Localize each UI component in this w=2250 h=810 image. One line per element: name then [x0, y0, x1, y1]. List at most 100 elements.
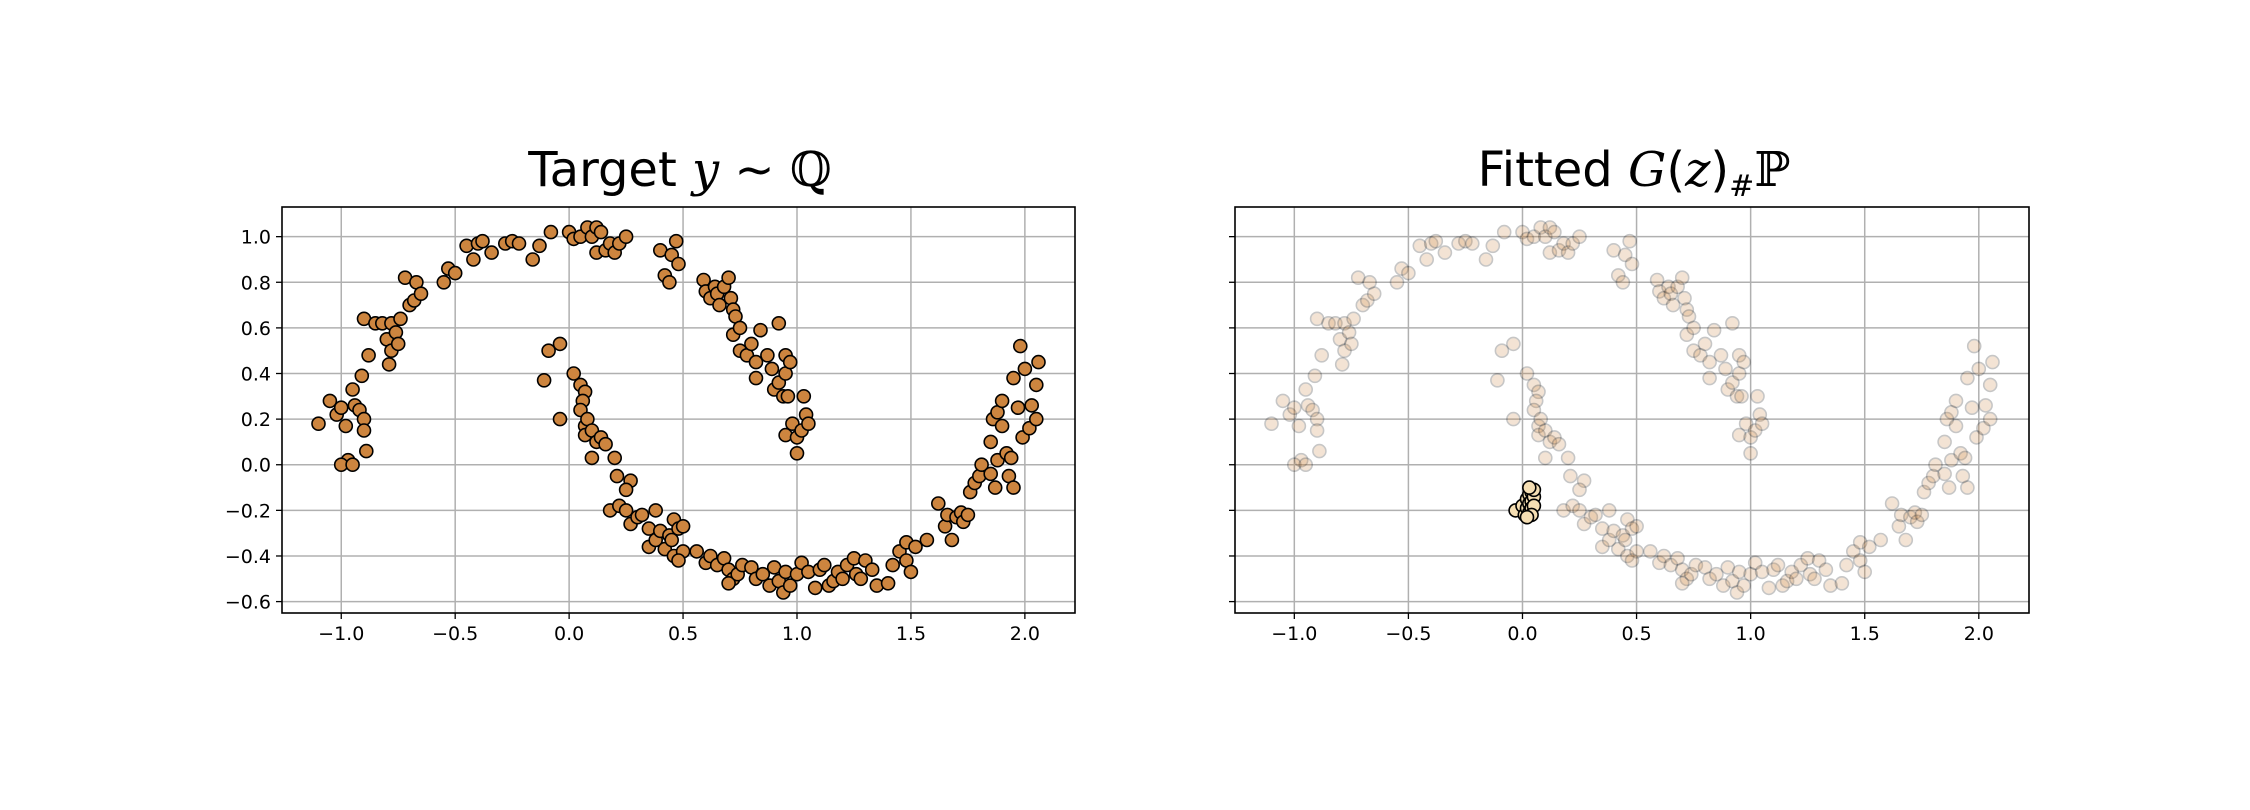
target-panel: Target y ∼ ℚ −1.0 −0.5 0.0 0.5 1.0 1.5 2.0 −0.…: [225, 142, 1076, 645]
target-data-point-0: [755, 566, 771, 582]
fitted-data-point-0: [1702, 354, 1717, 370]
fitted-data-point-0: [1595, 539, 1610, 555]
fitted-data-point-0: [1389, 274, 1405, 290]
fitted-data-point-0: [1761, 580, 1777, 596]
fitted-data-point-0: [1309, 311, 1325, 327]
fitted-data-point-0: [1862, 539, 1877, 555]
fitted-data-point-0: [1526, 402, 1542, 418]
fitted-data-point-0: [1437, 245, 1453, 260]
fitted-data-point-0: [1729, 388, 1745, 404]
target-data-point-0: [760, 347, 775, 363]
target-data-point-0: [525, 252, 541, 267]
fitted-data-point-0: [1309, 423, 1325, 438]
fitted-data-point-0: [1595, 521, 1610, 536]
target-data-point-0: [885, 557, 901, 573]
fitted-data-point-0: [1734, 388, 1749, 404]
fitted-data-point-0: [1953, 445, 1968, 461]
fitted-data-point-0: [1451, 236, 1466, 251]
fitted-data-point-0: [1496, 224, 1512, 240]
target-data-point-0: [782, 354, 798, 370]
target-data-point-0: [721, 575, 736, 591]
fitted-data-point-0: [1366, 286, 1382, 302]
fitted-data-point-0: [1731, 427, 1747, 443]
target-data-point-0: [609, 468, 625, 484]
fitted-data-point-0: [1656, 548, 1672, 564]
fitted-data-point-0: [1328, 315, 1343, 331]
fitted-data-point-0: [1360, 293, 1375, 308]
fitted-data-point-0: [1978, 398, 1993, 413]
y-tick-label: 1.0: [241, 227, 271, 249]
fitted-data-point-0: [1490, 372, 1505, 388]
fitted-data-point-0: [1852, 553, 1868, 568]
fitted-data-point-0: [1478, 252, 1494, 267]
target-data-point-0: [801, 416, 816, 432]
fitted-data-point-0: [1565, 498, 1580, 514]
fitted-data-point-0: [1754, 564, 1770, 580]
fitted-data-point-0: [1784, 564, 1799, 580]
fitted-data-point-0: [1531, 427, 1546, 443]
fitted-data-point-0: [1300, 398, 1316, 413]
target-data-point-0: [983, 434, 999, 450]
target-data-point-0: [413, 286, 429, 302]
fitted-data-point-0: [1971, 361, 1987, 377]
target-data-point-0: [388, 325, 404, 340]
fitted-data-point-0: [1770, 557, 1786, 573]
fitted-data-point-0: [1921, 475, 1936, 491]
fitted-data-point-0: [1538, 423, 1553, 438]
fitted-data-point-0: [1686, 320, 1701, 336]
fitted-data-point-0: [1750, 388, 1765, 404]
fitted-data-point-0: [1985, 354, 2000, 370]
title-part-lparen: (: [1666, 142, 1685, 198]
fitted-data-point-0: [1802, 566, 1818, 582]
x-tick-label: −0.5: [1385, 623, 1431, 645]
target-data-point-0: [618, 503, 634, 518]
target-data-point-0: [1031, 354, 1046, 370]
fitted-data-point-0: [1307, 368, 1323, 384]
fitted-data-point-0: [1528, 393, 1544, 409]
fitted-data-point-0: [1615, 528, 1631, 543]
title-part-sim: ∼: [719, 142, 790, 198]
fitted-data-point-0: [1736, 578, 1752, 593]
fitted-data-point-0: [1941, 480, 1957, 495]
fitted-data-point-0: [1925, 468, 1941, 484]
fitted-data-point-0: [1677, 290, 1692, 306]
fitted-data-point-0: [1551, 243, 1567, 258]
fitted-data-point-0: [1976, 420, 1991, 436]
title-part-pushforward: #: [1729, 169, 1754, 204]
target-data-point-0: [1029, 377, 1044, 393]
target-data-point-0: [618, 229, 634, 244]
fitted-data-point-0: [1355, 297, 1371, 313]
target-data-point-0: [974, 457, 989, 473]
fitted-data-point-0: [1494, 343, 1510, 359]
fitted-data-point-0: [1684, 566, 1699, 582]
fitted-data-point-0: [1688, 557, 1704, 573]
fitted-data-point-0: [1679, 302, 1695, 317]
fitted-data-point-0: [1606, 523, 1621, 539]
fitted-data-point-0: [1309, 411, 1325, 427]
target-data-point-0: [816, 557, 832, 573]
fitted-data-point-0: [1670, 550, 1685, 566]
fitted-data-point-0: [1839, 557, 1854, 573]
target-data-point-0: [807, 580, 823, 596]
fitted-data-point-0: [1718, 361, 1733, 377]
fitted-data-point-0: [1314, 347, 1329, 363]
fitted-data-point-0: [1334, 357, 1350, 372]
target-points: [311, 220, 1046, 600]
x-tick-label: 0.5: [668, 623, 698, 645]
fitted-data-point-0: [1629, 518, 1644, 534]
target-data-point-0: [1003, 450, 1019, 466]
fitted-data-point-0: [1731, 564, 1747, 580]
fitted-data-point-0: [1747, 555, 1763, 571]
target-data-point-0: [1010, 400, 1026, 416]
y-tick-label: 0.2: [241, 409, 271, 431]
target-data-point-0: [543, 224, 559, 240]
fitted-data-point-0: [1873, 532, 1888, 548]
target-data-point-0: [771, 315, 787, 331]
fitted-data-point-0: [1542, 245, 1558, 260]
fitted-data-point-0: [1720, 560, 1736, 575]
fitted-data-point-0: [1617, 247, 1633, 263]
target-data-point-0: [447, 265, 463, 281]
fitted-data-point-0: [1893, 507, 1909, 523]
fitted-data-point-0: [1716, 578, 1731, 593]
fitted-data-point-0: [1852, 534, 1868, 550]
